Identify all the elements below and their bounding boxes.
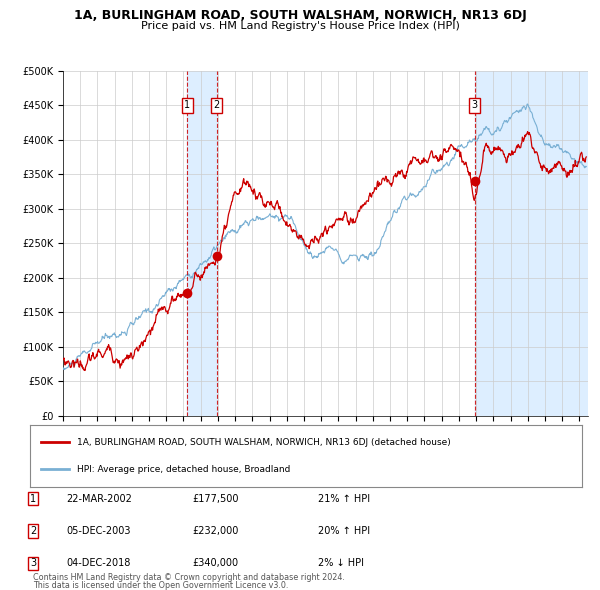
Text: 3: 3 <box>472 100 478 110</box>
Text: 21% ↑ HPI: 21% ↑ HPI <box>318 494 370 503</box>
Text: 2: 2 <box>214 100 220 110</box>
Bar <box>475 71 588 416</box>
Text: 22-MAR-2002: 22-MAR-2002 <box>66 494 132 503</box>
Text: This data is licensed under the Open Government Licence v3.0.: This data is licensed under the Open Gov… <box>33 581 289 590</box>
Text: 1A, BURLINGHAM ROAD, SOUTH WALSHAM, NORWICH, NR13 6DJ: 1A, BURLINGHAM ROAD, SOUTH WALSHAM, NORW… <box>74 9 526 22</box>
Text: Price paid vs. HM Land Registry's House Price Index (HPI): Price paid vs. HM Land Registry's House … <box>140 21 460 31</box>
Bar <box>187 71 217 416</box>
Text: Contains HM Land Registry data © Crown copyright and database right 2024.: Contains HM Land Registry data © Crown c… <box>33 572 345 582</box>
Text: £340,000: £340,000 <box>192 559 238 568</box>
Text: 04-DEC-2018: 04-DEC-2018 <box>66 559 130 568</box>
Text: 2: 2 <box>30 526 36 536</box>
Text: £177,500: £177,500 <box>192 494 239 503</box>
Text: 20% ↑ HPI: 20% ↑ HPI <box>318 526 370 536</box>
Text: HPI: Average price, detached house, Broadland: HPI: Average price, detached house, Broa… <box>77 465 290 474</box>
Text: £232,000: £232,000 <box>192 526 238 536</box>
Text: 3: 3 <box>30 559 36 568</box>
Text: 2% ↓ HPI: 2% ↓ HPI <box>318 559 364 568</box>
Text: 1A, BURLINGHAM ROAD, SOUTH WALSHAM, NORWICH, NR13 6DJ (detached house): 1A, BURLINGHAM ROAD, SOUTH WALSHAM, NORW… <box>77 438 451 447</box>
Text: 05-DEC-2003: 05-DEC-2003 <box>66 526 131 536</box>
Text: 1: 1 <box>184 100 190 110</box>
Text: 1: 1 <box>30 494 36 503</box>
